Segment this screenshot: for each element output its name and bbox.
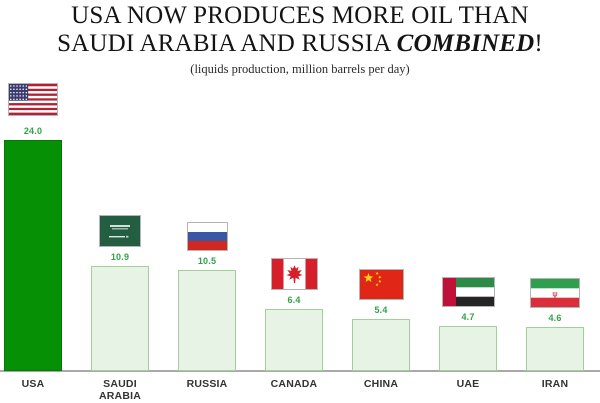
value-label-russia: 10.5 [197, 256, 217, 266]
china-flag-icon [358, 269, 404, 300]
usa-flag-icon [8, 83, 58, 116]
axis-label-russia: RUSSIA [186, 378, 228, 390]
chart-subtitle: (liquids production, million barrels per… [190, 62, 410, 76]
value-label-china: 5.4 [374, 305, 388, 315]
axis-label-china: CHINA [363, 378, 399, 390]
x-axis-line [0, 370, 600, 372]
bar-uae [439, 326, 497, 371]
axis-label-usa: USA [21, 378, 45, 390]
uae-flag-icon [441, 277, 495, 307]
saudi-arabia-flag-icon [99, 215, 141, 247]
chart-title: USA NOW PRODUCES MORE OIL THAN SAUDI ARA… [0, 2, 600, 58]
chart-title-line2-prefix: SAUDI ARABIA AND RUSSIA [57, 30, 397, 57]
bar-saudi-arabia [91, 266, 149, 371]
value-label-canada: 6.4 [287, 295, 301, 305]
svg-text:ψ: ψ [552, 289, 557, 298]
iran-flag-icon: ψ [530, 278, 580, 308]
axis-label-iran: IRAN [541, 378, 569, 390]
canada-flag-icon [270, 258, 318, 290]
chart-title-line2-emphasis: COMBINED [396, 30, 535, 57]
value-label-saudi-arabia: 10.9 [110, 252, 130, 262]
value-label-usa: 24.0 [23, 126, 43, 136]
axis-label-saudi-arabia: SAUDI ARABIA [98, 378, 142, 402]
bar-russia [178, 270, 236, 371]
bar-china [352, 319, 410, 371]
chart-title-line2-suffix: ! [534, 30, 543, 57]
bar-iran [526, 327, 584, 371]
value-label-iran: 4.6 [548, 313, 562, 323]
russia-flag-icon [186, 222, 228, 251]
chart-title-line2: SAUDI ARABIA AND RUSSIA COMBINED! [0, 30, 600, 58]
bar-canada [265, 309, 323, 371]
axis-label-uae: UAE [456, 378, 480, 390]
value-label-uae: 4.7 [461, 312, 475, 322]
chart-title-line1: USA NOW PRODUCES MORE OIL THAN [71, 2, 529, 29]
bar-usa [4, 140, 62, 371]
axis-label-canada: CANADA [270, 378, 318, 390]
